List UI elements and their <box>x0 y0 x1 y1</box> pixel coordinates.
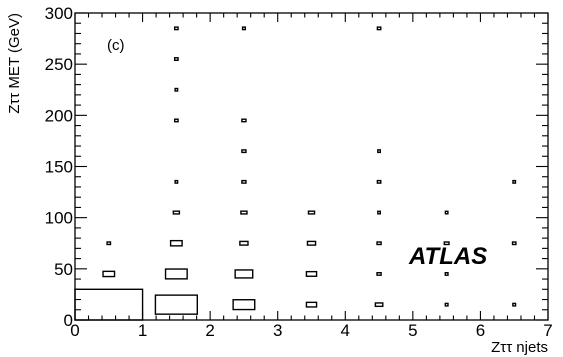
y-axis-tick-labels: 0 50 100 150 200 250 300 <box>45 4 73 330</box>
box-cell <box>306 240 317 246</box>
box-cell <box>376 272 382 276</box>
box-cell <box>174 87 179 92</box>
box-cell <box>377 149 382 154</box>
box-cell <box>241 118 247 123</box>
panel-label: (c) <box>107 37 125 54</box>
y-tick-label: 250 <box>45 55 73 74</box>
plot-content <box>74 26 517 321</box>
y-tick-label: 50 <box>54 260 73 279</box>
box-cell <box>376 241 382 246</box>
box-cell <box>241 149 247 154</box>
x-axis-tick-labels: 0 1 2 3 4 5 6 7 <box>70 321 552 340</box>
box-cell <box>240 210 248 215</box>
box-cell <box>307 210 316 215</box>
box-cell <box>174 179 179 184</box>
box-cell <box>74 288 144 321</box>
box-cell <box>172 210 181 215</box>
box-cell <box>305 270 318 277</box>
x-tick-label: 6 <box>476 321 485 340</box>
box-cell <box>102 270 116 278</box>
box-cell <box>239 240 249 246</box>
box-cell <box>164 268 188 280</box>
box-cell <box>234 269 254 279</box>
x-tick-label: 7 <box>543 321 552 340</box>
x-tick-label: 4 <box>341 321 350 340</box>
y-axis-title: Zττ MET (GeV) <box>6 13 23 114</box>
box-cell <box>106 241 112 246</box>
x-axis-title: Zττ njets <box>491 339 548 356</box>
y-tick-label: 300 <box>45 4 73 23</box>
box-cell <box>305 301 318 308</box>
box-cell <box>443 241 450 246</box>
box-cell <box>154 294 199 315</box>
box-cell <box>173 26 179 31</box>
x-tick-label: 5 <box>408 321 417 340</box>
x-tick-label: 3 <box>273 321 282 340</box>
box-cell <box>241 179 247 184</box>
y-axis-ticks <box>75 12 548 321</box>
atlas-label: ATLAS <box>408 243 487 270</box>
box-cell <box>169 239 183 247</box>
y-tick-label: 0 <box>64 311 73 330</box>
box-cell <box>511 241 517 246</box>
box-cell <box>173 57 179 61</box>
x-tick-label: 0 <box>70 321 79 340</box>
box-cell <box>376 26 382 31</box>
box-cell <box>173 118 179 123</box>
box-cell <box>241 26 246 31</box>
box-cell <box>444 210 449 215</box>
box-cell <box>444 272 449 276</box>
x-axis-ticks <box>74 13 549 320</box>
box-cell <box>444 302 449 307</box>
x-tick-label: 1 <box>138 321 147 340</box>
box-cell <box>512 302 517 307</box>
box-cell <box>374 302 384 308</box>
box-cell <box>376 179 382 184</box>
x-tick-label: 2 <box>205 321 214 340</box>
box-cell <box>512 179 517 184</box>
y-tick-label: 200 <box>45 106 73 125</box>
y-tick-label: 150 <box>45 158 73 177</box>
y-tick-label: 100 <box>45 209 73 228</box>
box-cell <box>377 210 382 215</box>
box-cell <box>232 299 256 311</box>
